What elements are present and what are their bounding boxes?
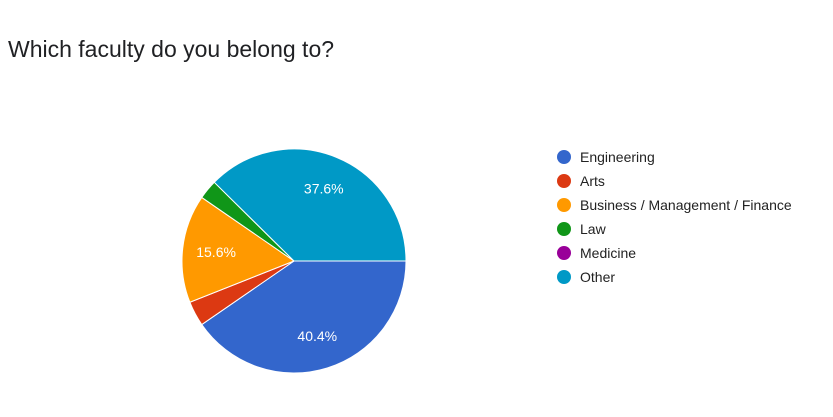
chart-legend: Engineering Arts Business / Management /…	[557, 145, 792, 289]
pie-slice-engineering[interactable]	[201, 260, 407, 374]
legend-item-medicine[interactable]: Medicine	[557, 241, 792, 265]
legend-label-law: Law	[580, 221, 606, 237]
legend-swatch-arts	[557, 174, 571, 188]
chart-title: Which faculty do you belong to?	[8, 36, 335, 62]
legend-label-arts: Arts	[580, 173, 605, 189]
legend-swatch-business	[557, 198, 571, 212]
legend-label-engineering: Engineering	[580, 149, 655, 165]
legend-item-business[interactable]: Business / Management / Finance	[557, 193, 792, 217]
legend-item-engineering[interactable]: Engineering	[557, 145, 792, 169]
legend-swatch-engineering	[557, 150, 571, 164]
legend-swatch-medicine	[557, 246, 571, 260]
legend-swatch-law	[557, 222, 571, 236]
slice-label-engineering: 40.4%	[297, 328, 337, 344]
legend-label-medicine: Medicine	[580, 245, 637, 261]
legend-label-other: Other	[580, 269, 616, 285]
pie-slice-other[interactable]	[213, 148, 407, 262]
legend-label-business: Business / Management / Finance	[580, 197, 792, 213]
pie-slice-business[interactable]	[181, 196, 296, 303]
legend-swatch-other	[557, 270, 571, 284]
legend-item-other[interactable]: Other	[557, 265, 792, 289]
slice-label-business: 15.6%	[196, 244, 236, 260]
legend-item-arts[interactable]: Arts	[557, 169, 792, 193]
slice-label-other: 37.6%	[304, 180, 344, 196]
legend-item-law[interactable]: Law	[557, 217, 792, 241]
